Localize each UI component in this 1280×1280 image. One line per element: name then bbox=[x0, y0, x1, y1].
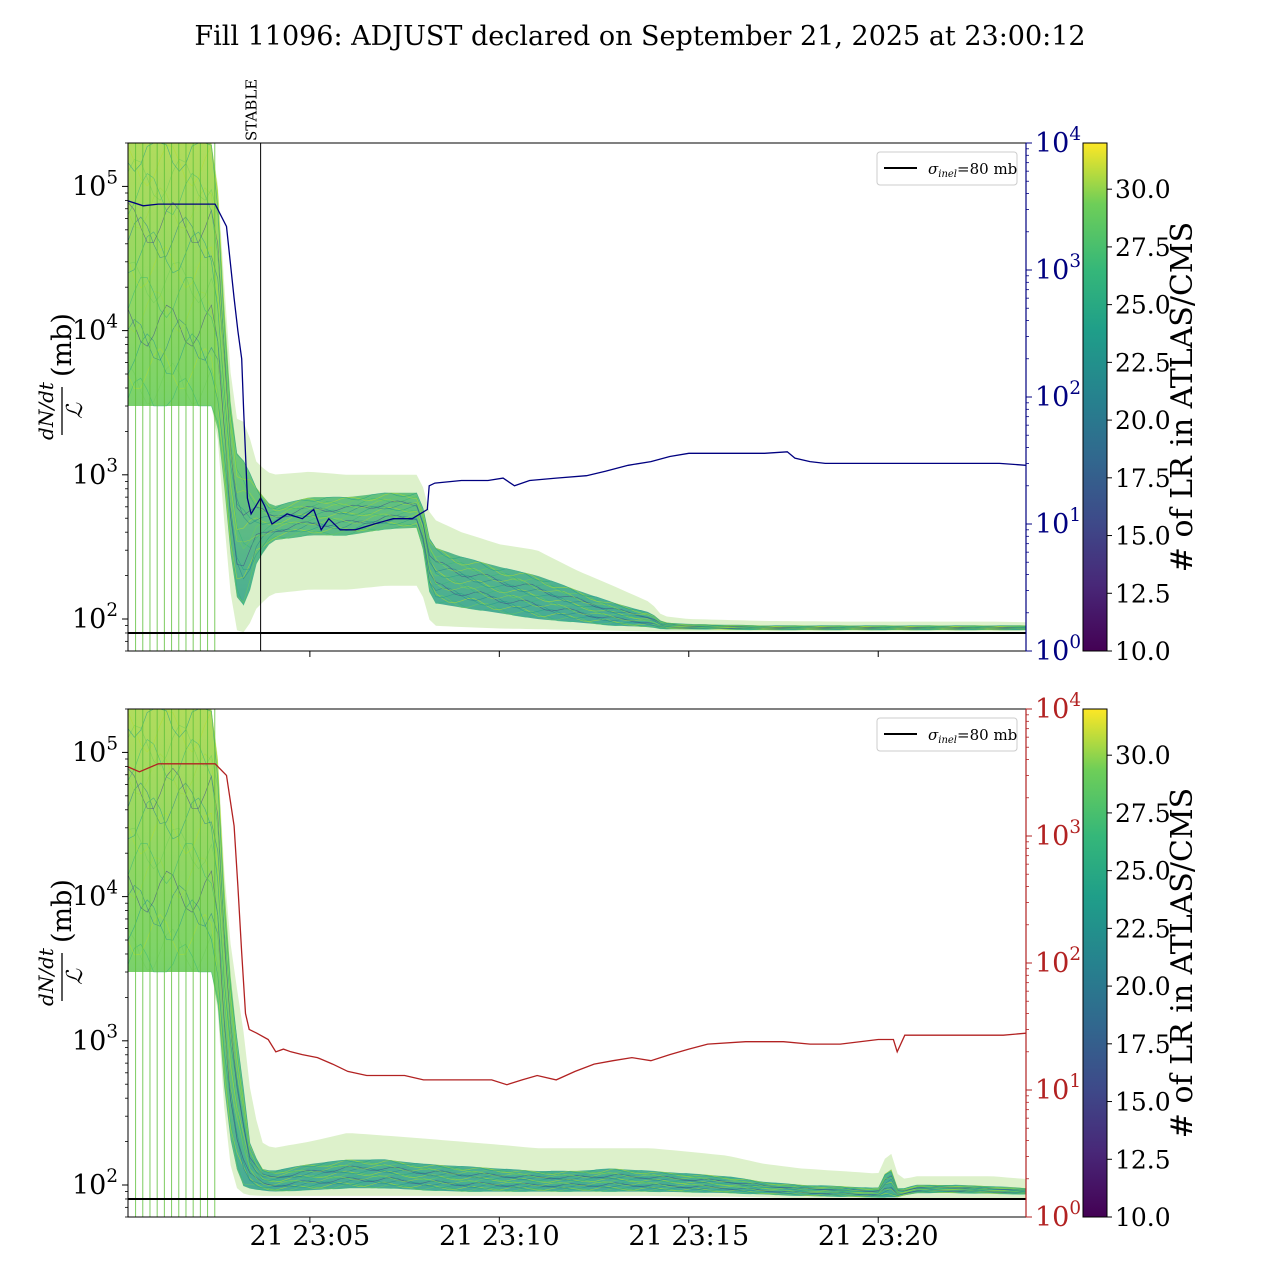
bottom-colorbar-label: # of LR in ATLAS/CMS bbox=[1165, 788, 1200, 1138]
top-colorbar-tick-label: 20.0 bbox=[1115, 406, 1171, 435]
bottom-lr-line bbox=[128, 724, 1026, 1191]
top-ytick-label: 105 bbox=[72, 167, 118, 202]
bottom-lr-line bbox=[128, 739, 1026, 1191]
top-legend: σinel=80 mb bbox=[876, 151, 1018, 186]
bottom-ytick-label: 102 bbox=[72, 1166, 118, 1201]
top-right-series-line bbox=[128, 200, 1026, 532]
bottom-colorbar-tick-label: 10.0 bbox=[1115, 1203, 1171, 1232]
svg-text:(mb): (mb) bbox=[47, 313, 78, 377]
bottom-ytick-label: 103 bbox=[72, 1022, 118, 1057]
bottom-lr-line bbox=[128, 782, 1026, 1193]
bottom-axes: 102 103 104 105 100 101 102 103 104 bbox=[72, 690, 1081, 1233]
top-colorbar-tick-label: 10.0 bbox=[1115, 637, 1171, 666]
bottom-lr-line bbox=[128, 797, 1026, 1193]
bottom-colorbar-tick-label: 27.5 bbox=[1115, 799, 1171, 828]
xtick-label: 21 23:20 bbox=[818, 1221, 939, 1252]
bottom-lr-lines bbox=[128, 709, 1026, 1198]
xtick-label: 21 23:10 bbox=[439, 1221, 560, 1252]
top-lr-band-envelope bbox=[128, 143, 1026, 633]
svg-text:ℒ: ℒ bbox=[63, 402, 88, 419]
top-colorbar-tick-label: 15.0 bbox=[1115, 522, 1171, 551]
bottom-ytick-label: 104 bbox=[72, 877, 118, 912]
top-lr-line bbox=[128, 201, 1026, 628]
top-legend-label: σinel=80 mb bbox=[928, 160, 1017, 180]
bottom-lr-band bbox=[128, 709, 1026, 1199]
bottom-right-tick-label: 100 bbox=[1035, 1198, 1081, 1233]
top-colorbar-label: # of LR in ATLAS/CMS bbox=[1165, 222, 1200, 572]
figure-title: Fill 11096: ADJUST declared on September… bbox=[194, 21, 1085, 52]
top-colorbar-tick-label: 22.5 bbox=[1115, 348, 1171, 377]
bottom-lr-line bbox=[128, 710, 1026, 1190]
bottom-right-series-line bbox=[128, 763, 1026, 1086]
bottom-colorbar-tick-label: 22.5 bbox=[1115, 914, 1171, 943]
top-annotation-stable: STABLE bbox=[243, 79, 261, 141]
bottom-axes-frame bbox=[127, 708, 1027, 1218]
bottom-colorbar-tick-label: 20.0 bbox=[1115, 972, 1171, 1001]
bottom-plot-area bbox=[128, 709, 1026, 1217]
top-ylabel: dN/dt ℒ (mb) bbox=[34, 313, 88, 440]
top-right-tick-label: 102 bbox=[1035, 378, 1081, 413]
top-right-tick-label: 101 bbox=[1035, 505, 1081, 540]
bottom-lr-line bbox=[128, 767, 1026, 1192]
svg-text:ℒ: ℒ bbox=[63, 968, 88, 985]
svg-text:dN/dt: dN/dt bbox=[34, 381, 58, 440]
top-lr-band bbox=[128, 143, 1026, 633]
bottom-right-tick-label: 102 bbox=[1035, 944, 1081, 979]
xtick-label: 21 23:15 bbox=[628, 1221, 749, 1252]
bottom-colorbar-tick-label: 17.5 bbox=[1115, 1030, 1171, 1059]
svg-text:dN/dt: dN/dt bbox=[34, 947, 58, 1006]
top-right-tick-label: 100 bbox=[1035, 632, 1081, 667]
top-lr-line bbox=[128, 143, 1026, 627]
top-colorbar: 10.0 12.5 15.0 17.5 20.0 22.5 25.0 27.5 30.0 # o… bbox=[1082, 142, 1200, 666]
bottom-right-tick-label: 103 bbox=[1035, 817, 1081, 852]
top-ytick-label: 102 bbox=[72, 600, 118, 635]
top-colorbar-tick-label: 25.0 bbox=[1115, 291, 1171, 320]
bottom-right-tick-label: 101 bbox=[1035, 1071, 1081, 1106]
bottom-lr-line bbox=[128, 914, 1026, 1198]
bottom-colorbar-tick-label: 12.5 bbox=[1115, 1145, 1171, 1174]
top-lr-line bbox=[128, 216, 1026, 628]
top-lr-line bbox=[128, 362, 1026, 631]
bottom-colorbar: 10.0 12.5 15.0 17.5 20.0 22.5 25.0 27.5 30.0 # o… bbox=[1082, 708, 1200, 1232]
top-colorbar-tick-label: 17.5 bbox=[1115, 464, 1171, 493]
bottom-ytick-label: 105 bbox=[72, 733, 118, 768]
bottom-lr-line bbox=[128, 709, 1026, 1190]
top-ytick-label: 103 bbox=[72, 456, 118, 491]
top-plot-area bbox=[128, 143, 1026, 651]
top-colorbar-tick-label: 27.5 bbox=[1115, 233, 1171, 262]
x-axis-ticks: 21 23:05 21 23:10 21 23:15 21 23:20 bbox=[249, 1221, 938, 1252]
top-lr-band-core bbox=[128, 143, 1026, 630]
svg-text:(mb): (mb) bbox=[47, 879, 78, 943]
bottom-spikes bbox=[135, 709, 216, 1217]
xtick-label: 21 23:05 bbox=[249, 1221, 370, 1252]
bottom-lr-line bbox=[128, 842, 1026, 1195]
top-lr-line bbox=[128, 144, 1026, 627]
bottom-right-tick-label: 104 bbox=[1035, 690, 1081, 725]
bottom-ylabel: dN/dt ℒ (mb) bbox=[34, 879, 88, 1006]
bottom-lr-line bbox=[128, 827, 1026, 1194]
bottom-lr-line bbox=[128, 928, 1026, 1198]
top-ytick-label: 104 bbox=[72, 311, 118, 346]
bottom-colorbar-tick-label: 15.0 bbox=[1115, 1088, 1171, 1117]
bottom-legend: σinel=80 mb bbox=[876, 717, 1018, 752]
bottom-legend-label: σinel=80 mb bbox=[928, 726, 1017, 746]
top-colorbar-tick-label: 12.5 bbox=[1115, 579, 1171, 608]
top-colorbar-tick-label: 30.0 bbox=[1115, 175, 1171, 204]
top-spikes bbox=[135, 143, 216, 651]
top-right-tick-label: 104 bbox=[1035, 124, 1081, 159]
bottom-lr-band-envelope bbox=[128, 709, 1026, 1199]
top-panel: 102 103 104 105 100 101 102 103 104 STABLE σinel… bbox=[34, 79, 1200, 667]
bottom-lr-band-core bbox=[128, 709, 1026, 1198]
top-axes: 102 103 104 105 100 101 102 103 104 bbox=[72, 124, 1081, 667]
bottom-colorbar-tick-label: 25.0 bbox=[1115, 857, 1171, 886]
bottom-lr-line bbox=[128, 753, 1026, 1192]
top-lr-line bbox=[128, 158, 1026, 627]
top-lr-lines bbox=[128, 143, 1026, 631]
bottom-lr-line bbox=[128, 812, 1026, 1194]
top-right-tick-label: 103 bbox=[1035, 251, 1081, 286]
bottom-colorbar-tick-label: 30.0 bbox=[1115, 741, 1171, 770]
